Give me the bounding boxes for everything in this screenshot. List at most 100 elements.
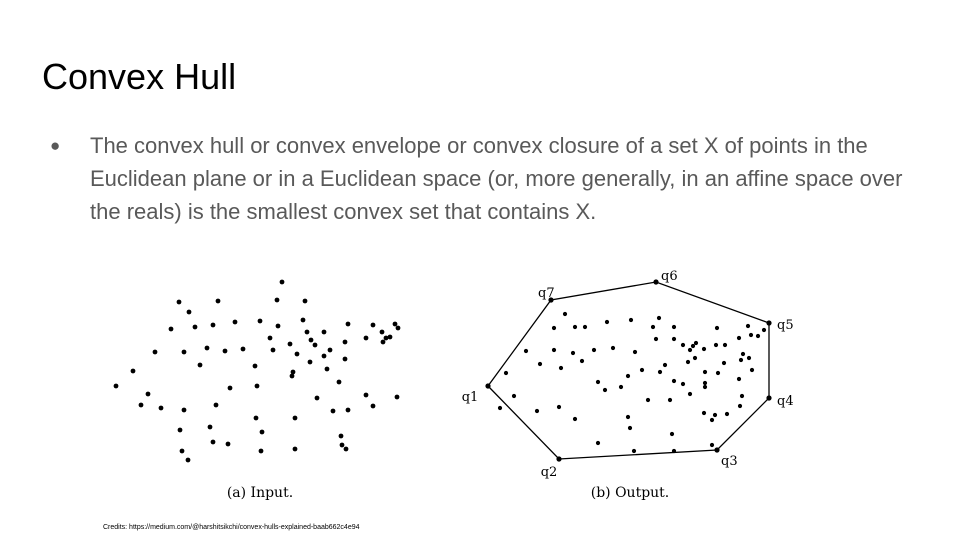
input-point — [145, 391, 151, 397]
input-point — [168, 326, 174, 332]
output-point — [627, 425, 633, 431]
output-point — [653, 336, 659, 342]
output-point — [604, 319, 610, 325]
input-point — [252, 363, 258, 369]
input-point — [232, 319, 238, 325]
output-point — [714, 325, 720, 331]
convex-hull-diagram: q1 q2 q3 q4 q5 q6 q7 (a) Input. (b) Outp… — [113, 269, 794, 501]
input-point — [254, 383, 260, 389]
hull-label-q2: q2 — [541, 465, 558, 480]
input-caption: (a) Input. — [227, 485, 293, 501]
output-point — [761, 327, 767, 333]
output-point — [572, 416, 578, 422]
output-point — [748, 332, 754, 338]
hull-vertex — [714, 447, 720, 453]
output-point — [551, 347, 557, 353]
output-point — [702, 384, 708, 390]
input-point — [176, 299, 182, 305]
output-point — [736, 335, 742, 341]
output-point — [737, 403, 743, 409]
input-point — [215, 298, 221, 304]
hull-label-q4: q4 — [777, 394, 794, 409]
output-point — [721, 360, 727, 366]
hull-label-q3: q3 — [721, 454, 738, 469]
input-point — [321, 329, 327, 335]
output-point — [722, 342, 728, 348]
input-point — [312, 342, 318, 348]
input-point — [300, 317, 306, 323]
input-point — [387, 334, 393, 340]
input-point — [185, 457, 191, 463]
input-point — [314, 395, 320, 401]
output-point — [739, 393, 745, 399]
input-point — [158, 405, 164, 411]
output-point — [715, 370, 721, 376]
input-point — [339, 442, 345, 448]
input-point — [225, 441, 231, 447]
input-point — [197, 362, 203, 368]
input-point — [292, 446, 298, 452]
hull-vertex — [766, 395, 772, 401]
input-point — [370, 322, 376, 328]
output-point — [591, 347, 597, 353]
output-diagram — [485, 279, 772, 462]
slide-title: Convex Hull — [42, 56, 237, 97]
input-point — [192, 324, 198, 330]
input-point — [227, 385, 233, 391]
output-point — [712, 412, 718, 418]
input-point — [257, 318, 263, 324]
output-point — [656, 315, 662, 321]
output-point — [625, 373, 631, 379]
input-point — [308, 337, 314, 343]
input-point — [204, 345, 210, 351]
output-point — [687, 391, 693, 397]
output-point — [628, 317, 634, 323]
input-point — [274, 297, 280, 303]
output-point — [680, 342, 686, 348]
output-point — [645, 397, 651, 403]
input-point — [213, 402, 219, 408]
output-point — [662, 362, 668, 368]
output-point — [562, 311, 568, 317]
output-point — [687, 347, 693, 353]
output-point — [736, 376, 742, 382]
input-point — [181, 407, 187, 413]
credits-text: Credits: https://medium.com/@harshitsikc… — [103, 524, 360, 531]
output-point — [582, 324, 588, 330]
input-point — [330, 408, 336, 414]
output-point — [558, 365, 564, 371]
hull-vertex-set — [485, 279, 772, 462]
hull-label-q5: q5 — [777, 318, 794, 333]
input-point — [294, 351, 300, 357]
input-point — [210, 439, 216, 445]
input-point — [130, 368, 136, 374]
input-point — [394, 394, 400, 400]
output-point — [680, 381, 686, 387]
output-point — [657, 369, 663, 375]
output-point — [671, 336, 677, 342]
output-point — [669, 431, 675, 437]
output-point — [755, 333, 761, 339]
input-point — [290, 369, 296, 375]
input-point — [363, 392, 369, 398]
input-point — [321, 353, 327, 359]
input-point — [267, 335, 273, 341]
output-point — [595, 440, 601, 446]
output-point — [551, 325, 557, 331]
input-point — [179, 448, 185, 454]
output-point — [671, 448, 677, 454]
input-point — [380, 339, 386, 345]
input-point — [177, 427, 183, 433]
input-point — [222, 348, 228, 354]
output-point — [650, 324, 656, 330]
output-point — [570, 350, 576, 356]
output-point — [667, 397, 673, 403]
input-point — [336, 379, 342, 385]
output-point — [625, 414, 631, 420]
input-point — [270, 347, 276, 353]
output-point — [503, 370, 509, 376]
input-point — [259, 429, 265, 435]
bullet-item: ● The convex hull or convex envelope or … — [50, 129, 910, 228]
hull-label-q7: q7 — [538, 286, 555, 301]
output-point — [671, 324, 677, 330]
